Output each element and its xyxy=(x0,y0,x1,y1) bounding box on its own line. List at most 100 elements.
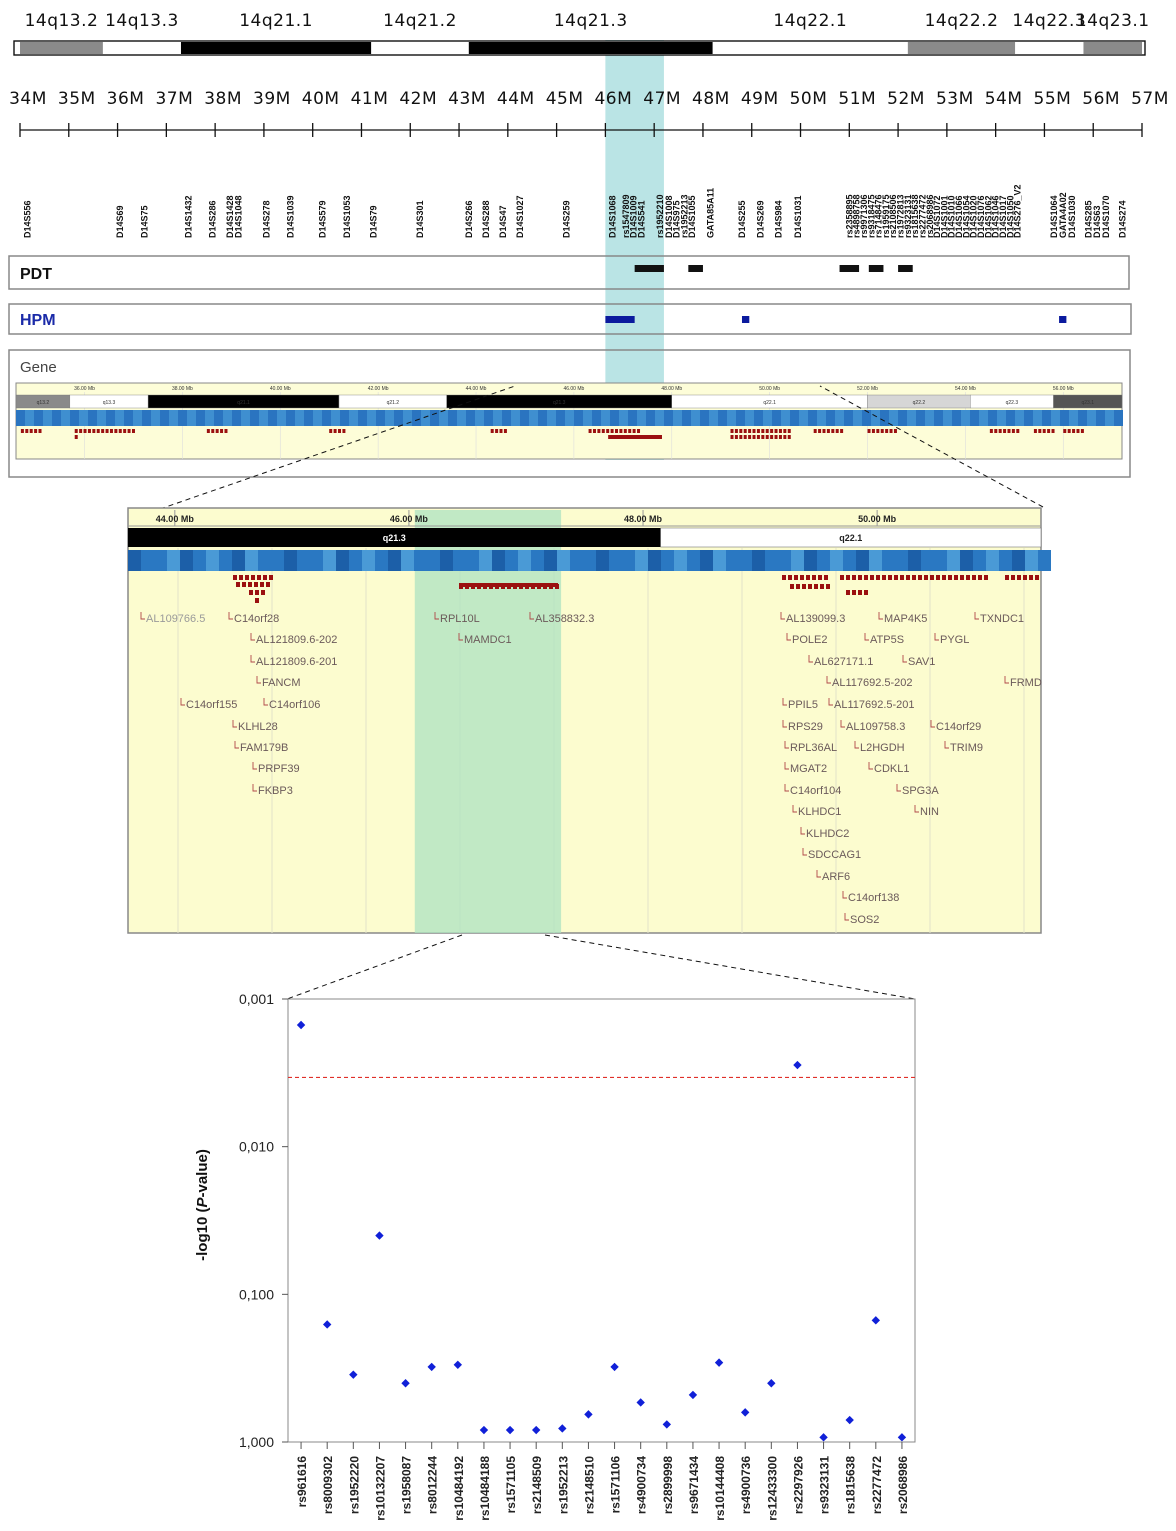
mini-contig xyxy=(304,410,313,426)
x-tick-label: rs10484192 xyxy=(452,1456,466,1521)
zoom-contig xyxy=(414,550,427,571)
y-axis-label-post: -value) xyxy=(194,1149,211,1197)
zoom-gene-glyph xyxy=(260,582,264,587)
zoom-contig xyxy=(661,550,674,571)
zoom-gene-glyph xyxy=(808,584,812,589)
mini-contig xyxy=(475,410,484,426)
gene-label: MAP4K5 xyxy=(884,613,927,625)
gene-tick xyxy=(902,655,907,663)
marker-label: D14S278 xyxy=(261,200,271,238)
mb-tick-label: 38M xyxy=(204,89,242,109)
gene-label: AL117692.5-201 xyxy=(834,699,915,711)
zoom-gene-glyph xyxy=(818,575,822,580)
zoom-contig xyxy=(1012,550,1025,571)
zoom-contig xyxy=(700,550,713,571)
data-point xyxy=(714,1358,724,1367)
zoom-contig xyxy=(206,550,219,571)
marker-label: D14S269 xyxy=(756,200,766,238)
gene-tick xyxy=(844,913,849,921)
mb-tick-label: 36M xyxy=(107,89,145,109)
zoom-contig xyxy=(596,550,609,571)
zoom-gene-glyph xyxy=(954,575,958,580)
hpm-track-label: HPM xyxy=(20,312,56,329)
zoom-contig xyxy=(453,550,466,571)
mb-tick-label: 54M xyxy=(985,89,1023,109)
mini-mb-label: 40.00 Mb xyxy=(270,386,291,392)
gene-tick xyxy=(792,805,797,813)
marker-label: D14S556 xyxy=(22,200,32,238)
mini-gene xyxy=(333,429,337,433)
mini-gene xyxy=(503,429,507,433)
zoom-contig xyxy=(830,550,843,571)
mini-contig xyxy=(151,410,160,426)
mini-gene xyxy=(748,435,752,439)
zoom-contig xyxy=(258,550,271,571)
zoom-gene-glyph xyxy=(824,575,828,580)
mini-contig xyxy=(232,410,241,426)
mini-band-label: q22.3 xyxy=(1006,400,1019,406)
mini-contig xyxy=(646,410,655,426)
marker-label: D14S1031 xyxy=(793,195,803,238)
band-14q22.1 xyxy=(712,42,908,54)
mini-contig xyxy=(754,410,763,426)
marker-label: D14S1068 xyxy=(608,195,618,238)
mini-gene xyxy=(778,435,782,439)
zoom-gene-glyph xyxy=(802,584,806,589)
marker-label: D14S1428 xyxy=(225,195,235,238)
mini-contig xyxy=(340,410,349,426)
marker-label: D14S47 xyxy=(498,205,508,238)
data-point xyxy=(636,1398,645,1407)
mini-gene xyxy=(628,429,632,433)
band-label: 14q21.2 xyxy=(383,11,457,31)
marker-label: D14S1053 xyxy=(342,195,352,238)
marker-label: D14S1027 xyxy=(515,195,525,238)
mini-gene xyxy=(29,429,33,433)
mini-contig xyxy=(925,410,934,426)
x-tick-label: rs1815638 xyxy=(844,1456,858,1514)
gene-tick xyxy=(854,741,859,749)
marker-label: rs1959175 xyxy=(881,194,891,238)
gene-label: ARF6 xyxy=(822,871,850,883)
zoom-gene-glyph xyxy=(820,584,824,589)
zoom-contig xyxy=(778,550,791,571)
y-tick-label: 0,001 xyxy=(239,991,274,1007)
mini-band-label: q22.2 xyxy=(913,400,926,406)
mini-gene xyxy=(79,429,83,433)
marker-label: GATA85A11 xyxy=(705,188,715,238)
mini-gene xyxy=(889,429,893,433)
zoom-contig xyxy=(960,550,973,571)
mb-tick-label: 56M xyxy=(1082,89,1120,109)
mb-tick-label: 53M xyxy=(936,89,974,109)
mini-mb-label: 36.00 Mb xyxy=(74,386,95,392)
data-point xyxy=(819,1433,828,1442)
mini-contig xyxy=(394,410,403,426)
mini-gene xyxy=(123,429,127,433)
zoom-gene-glyph xyxy=(924,575,928,580)
mini-gene xyxy=(743,429,747,433)
mini-gene xyxy=(329,429,333,433)
mini-contig xyxy=(664,410,673,426)
mini-contig xyxy=(790,410,799,426)
mini-gene xyxy=(615,429,619,433)
mini-gene xyxy=(1067,429,1071,433)
zoom-contig xyxy=(531,550,544,571)
zoom-gene-glyph xyxy=(852,590,856,595)
mini-contig xyxy=(844,410,853,426)
mini-gene xyxy=(770,429,774,433)
zoom-gene-glyph xyxy=(972,575,976,580)
zoom-contig xyxy=(791,550,804,571)
mb-tick-label: 46M xyxy=(594,89,632,109)
zoom-gene-glyph xyxy=(459,583,558,587)
mini-mb-label: 44.00 Mb xyxy=(466,386,487,392)
zoom-contig xyxy=(310,550,323,571)
zoom-gene-glyph xyxy=(242,582,246,587)
zoom-gene-glyph xyxy=(1005,575,1009,580)
mini-gene xyxy=(1051,429,1055,433)
band-label: 14q21.3 xyxy=(554,11,628,31)
mini-gene xyxy=(1072,429,1076,433)
mini-contig xyxy=(700,410,709,426)
zoom-contig xyxy=(986,550,999,571)
zoom-gene-glyph xyxy=(814,584,818,589)
gene-label: C14orf106 xyxy=(269,699,320,711)
mini-contig xyxy=(358,410,367,426)
